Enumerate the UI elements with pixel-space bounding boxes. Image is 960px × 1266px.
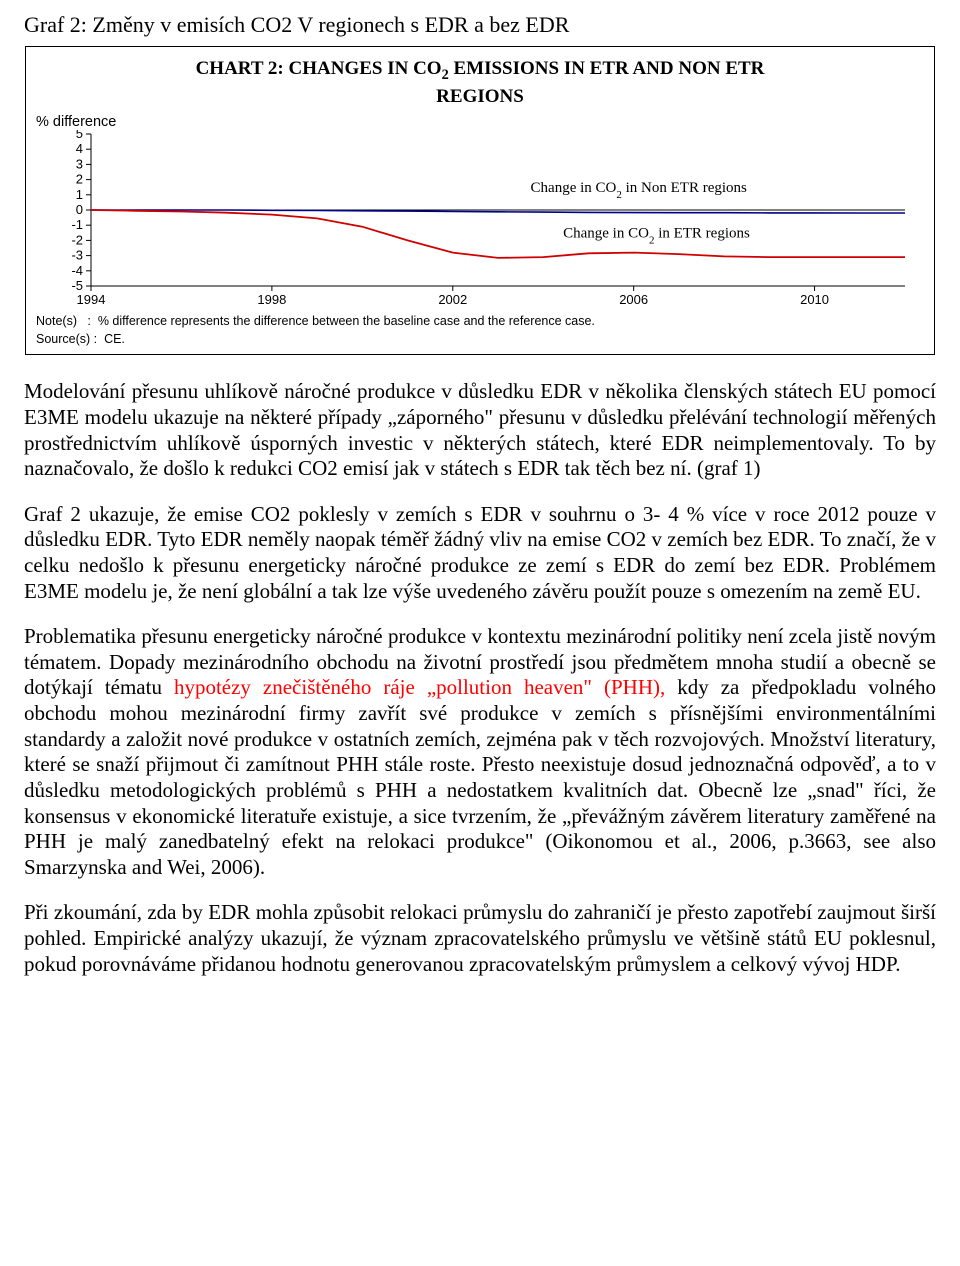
svg-text:3: 3	[76, 157, 83, 172]
chart-title-line2: REGIONS	[436, 86, 524, 107]
svg-text:2002: 2002	[438, 292, 467, 307]
chart-title-line1b: EMISSIONS IN ETR AND NON ETR	[449, 58, 765, 79]
svg-text:-5: -5	[71, 278, 83, 293]
svg-text:-2: -2	[71, 233, 83, 248]
chart-title-sub: 2	[442, 67, 449, 83]
paragraph-2: Graf 2 ukazuje, že emise CO2 poklesly v …	[24, 502, 936, 604]
svg-text:0: 0	[76, 202, 83, 217]
y-axis-label: % difference	[36, 114, 932, 130]
para3-part-b: kdy za předpokladu volného obchodu mohou…	[24, 675, 936, 878]
svg-text:4: 4	[76, 142, 83, 157]
chart-title: CHART 2: CHANGES IN CO2 EMISSIONS IN ETR…	[28, 57, 932, 108]
svg-text:1: 1	[76, 187, 83, 202]
svg-text:2: 2	[76, 172, 83, 187]
svg-text:5: 5	[76, 130, 83, 141]
page: Graf 2: Změny v emisích CO2 V regionech …	[0, 0, 960, 1021]
svg-text:-4: -4	[71, 263, 83, 278]
line-chart: 543210-1-2-3-4-51994 1998 2002 2006 2010 Chan…	[45, 130, 915, 310]
svg-text:2010: 2010	[800, 292, 829, 307]
chart-title-line1a: CHART 2: CHANGES IN CO	[196, 58, 442, 79]
svg-text:-1: -1	[71, 218, 83, 233]
paragraph-4: Při zkoumání, zda by EDR mohla způsobit …	[24, 900, 936, 977]
svg-text:Change in CO2 in Non ETR regio: Change in CO2 in Non ETR regions	[531, 180, 747, 201]
svg-text:Change in CO2 in ETR regions: Change in CO2 in ETR regions	[563, 226, 750, 247]
svg-text:1994: 1994	[77, 292, 106, 307]
figure-caption: Graf 2: Změny v emisích CO2 V regionech …	[24, 12, 936, 38]
svg-text:2006: 2006	[619, 292, 648, 307]
chart-container: CHART 2: CHANGES IN CO2 EMISSIONS IN ETR…	[25, 46, 935, 355]
para3-highlight: hypotézy znečištěného ráje „pollution he…	[174, 675, 665, 699]
svg-text:1998: 1998	[257, 292, 286, 307]
paragraph-3: Problematika přesunu energeticky náročné…	[24, 624, 936, 880]
chart-note: Note(s) : % difference represents the di…	[36, 314, 932, 328]
paragraph-1: Modelování přesunu uhlíkově náročné prod…	[24, 379, 936, 481]
chart-source: Source(s) : CE.	[36, 332, 932, 346]
svg-text:-3: -3	[71, 248, 83, 263]
